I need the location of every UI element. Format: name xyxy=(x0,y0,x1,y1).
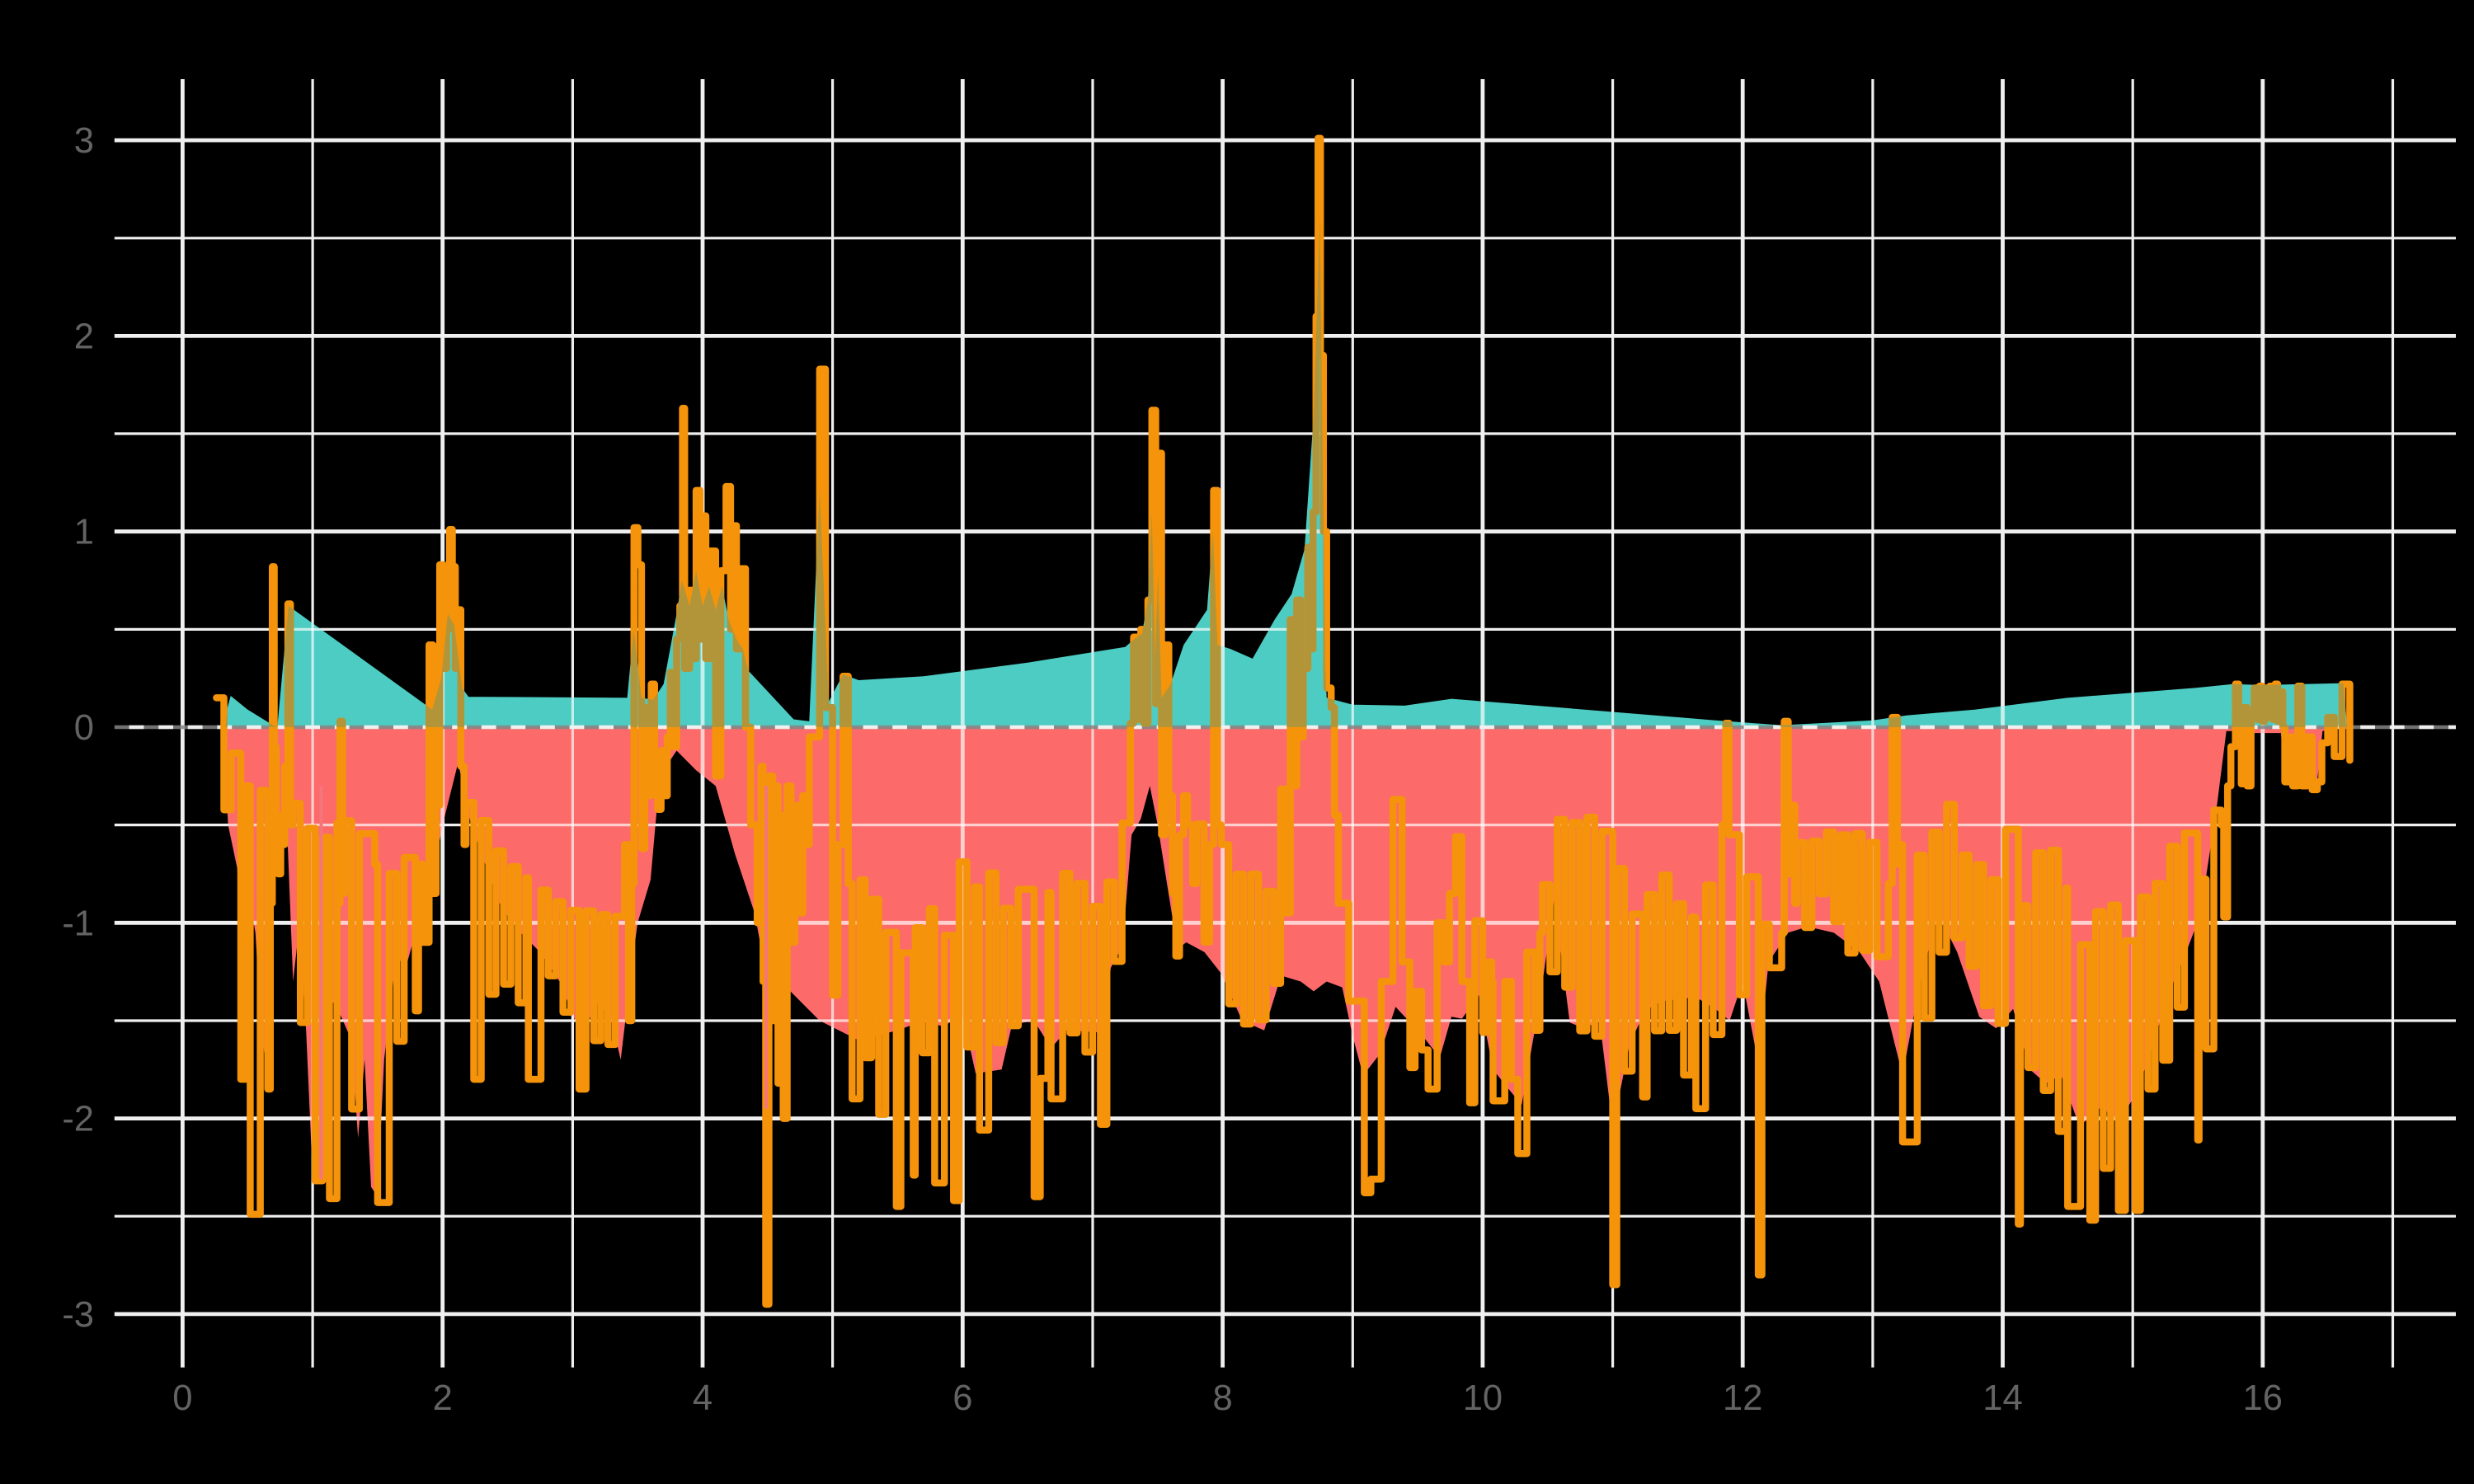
svg-text:8: 8 xyxy=(1212,1378,1232,1418)
svg-text:0: 0 xyxy=(172,1378,192,1418)
svg-text:1: 1 xyxy=(74,513,94,552)
svg-text:4: 4 xyxy=(693,1378,713,1418)
svg-text:3: 3 xyxy=(74,121,94,161)
svg-text:2: 2 xyxy=(433,1378,453,1418)
svg-text:6: 6 xyxy=(952,1378,972,1418)
svg-text:10: 10 xyxy=(1463,1378,1503,1418)
svg-text:-1: -1 xyxy=(62,904,94,943)
svg-text:-2: -2 xyxy=(62,1100,94,1139)
svg-text:16: 16 xyxy=(2243,1378,2283,1418)
svg-text:-3: -3 xyxy=(62,1295,94,1335)
svg-text:2: 2 xyxy=(74,317,94,356)
svg-text:14: 14 xyxy=(1982,1378,2022,1418)
svg-text:12: 12 xyxy=(1723,1378,1762,1418)
svg-text:0: 0 xyxy=(74,708,94,748)
